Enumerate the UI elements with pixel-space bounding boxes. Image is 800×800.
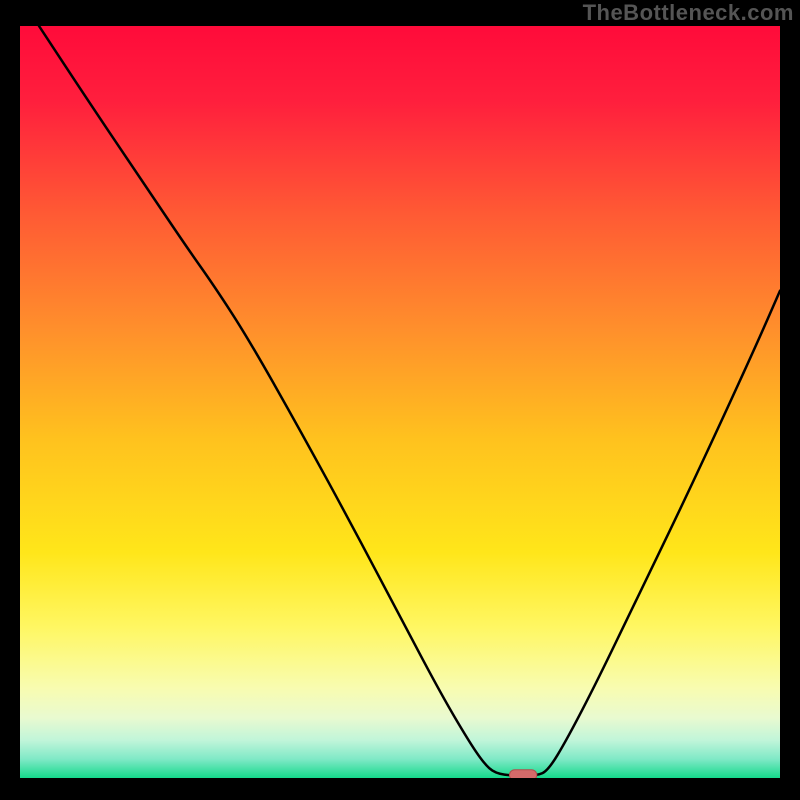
bottleneck-chart — [0, 0, 800, 800]
plot-gradient-background — [20, 26, 780, 778]
chart-stage: TheBottleneck.com — [0, 0, 800, 800]
watermark-label: TheBottleneck.com — [583, 0, 794, 26]
